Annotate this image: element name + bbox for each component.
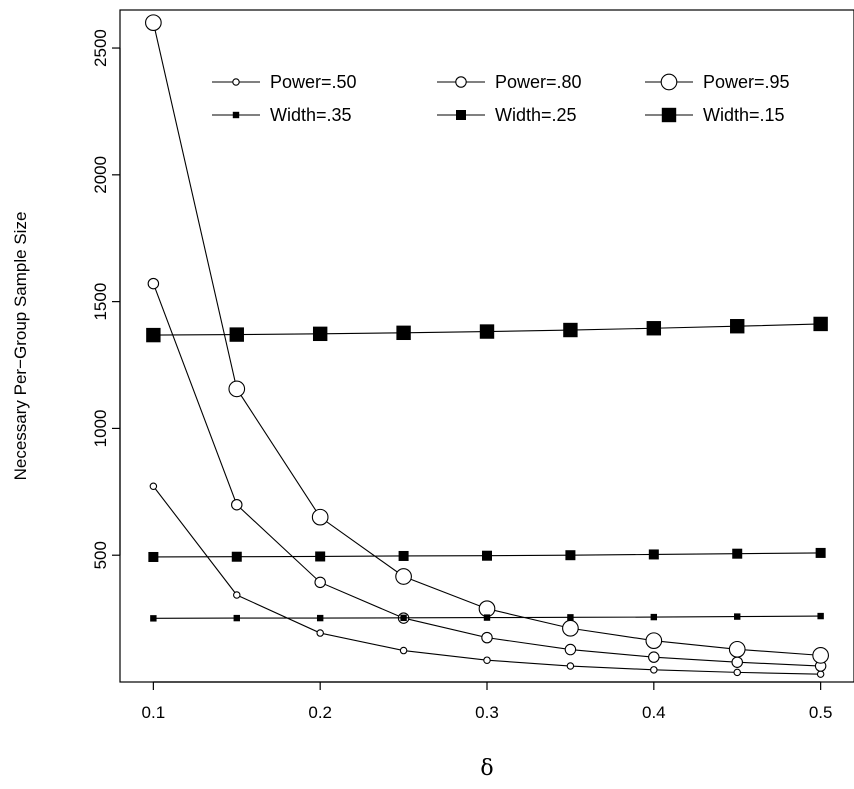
y-tick-label: 500 — [91, 541, 110, 569]
legend-marker — [455, 76, 467, 88]
data-point — [562, 619, 579, 637]
legend-marker — [661, 107, 677, 123]
data-point — [565, 550, 576, 561]
series-4 — [150, 612, 824, 622]
legend-label: Power=.50 — [270, 72, 357, 92]
data-point — [481, 631, 493, 644]
series-2 — [147, 277, 827, 672]
data-point — [233, 614, 240, 622]
data-point — [731, 656, 743, 668]
y-axis-title: Necessary Per−Group Sample Size — [11, 212, 30, 481]
data-point — [728, 640, 746, 658]
legend-marker — [660, 73, 678, 91]
data-point — [312, 326, 328, 342]
legend-label: Width=.25 — [495, 105, 577, 125]
x-tick-label: 0.1 — [142, 703, 166, 722]
series-line — [152, 485, 821, 675]
data-point — [148, 551, 159, 562]
series-6 — [146, 316, 828, 343]
y-tick-label: 2500 — [91, 29, 110, 67]
data-point — [398, 550, 409, 561]
data-point — [566, 662, 575, 670]
data-point — [231, 551, 242, 562]
data-point — [396, 325, 411, 341]
data-point — [146, 327, 161, 343]
data-point — [645, 632, 663, 650]
data-point — [732, 548, 743, 559]
data-point — [316, 629, 324, 637]
data-point — [150, 615, 157, 622]
y-tick-label: 2000 — [91, 156, 110, 194]
legend-label: Width=.35 — [270, 105, 352, 125]
data-point — [145, 14, 162, 32]
legend-marker — [232, 111, 240, 119]
x-tick-label: 0.2 — [308, 703, 332, 722]
data-point — [817, 612, 824, 620]
data-point — [400, 614, 407, 622]
data-point — [650, 613, 658, 621]
data-point — [311, 508, 329, 526]
data-point — [147, 277, 160, 290]
x-axis: 0.1 0.2 0.3 0.4 0.5 — [142, 681, 833, 722]
data-point — [395, 568, 412, 585]
data-point — [564, 643, 577, 656]
data-point — [813, 316, 828, 332]
data-point — [479, 324, 495, 339]
x-tick-label: 0.4 — [642, 703, 666, 722]
data-point — [233, 591, 241, 599]
data-point — [730, 319, 745, 334]
series-5 — [148, 547, 826, 562]
data-point — [316, 614, 324, 622]
data-point — [314, 576, 326, 589]
data-point — [563, 322, 578, 338]
data-point — [231, 498, 243, 511]
data-point — [815, 547, 826, 558]
x-axis-title: δ — [480, 756, 493, 781]
y-axis: 500 1000 1500 2000 2500 — [91, 29, 121, 569]
series-layer — [145, 14, 829, 678]
data-point — [483, 656, 491, 664]
legend-label: Power=.95 — [703, 72, 790, 92]
legend-marker — [456, 110, 466, 120]
legend-marker — [232, 78, 240, 86]
data-point — [646, 321, 662, 336]
data-point — [478, 600, 496, 618]
y-tick-label: 1500 — [91, 283, 110, 321]
data-point — [567, 614, 574, 621]
data-point — [648, 651, 660, 663]
legend: Power=.50 Power=.80 Power=.95 Width=.35 Widt… — [212, 72, 790, 125]
legend-label: Width=.15 — [703, 105, 785, 125]
data-point — [812, 647, 829, 664]
data-point — [733, 668, 741, 677]
data-point — [482, 550, 492, 561]
data-point — [315, 551, 326, 562]
x-tick-label: 0.5 — [809, 703, 833, 722]
data-point — [149, 482, 158, 490]
data-point — [816, 670, 825, 678]
data-point — [734, 613, 741, 620]
data-point — [648, 549, 659, 560]
data-point — [399, 646, 408, 655]
data-point — [483, 614, 491, 621]
data-point — [650, 666, 658, 674]
data-point — [229, 327, 244, 342]
legend-label: Power=.80 — [495, 72, 582, 92]
x-tick-label: 0.3 — [475, 703, 499, 722]
series-1 — [149, 482, 825, 678]
data-point — [228, 380, 246, 398]
series-3 — [145, 14, 829, 664]
y-tick-label: 1000 — [91, 410, 110, 448]
